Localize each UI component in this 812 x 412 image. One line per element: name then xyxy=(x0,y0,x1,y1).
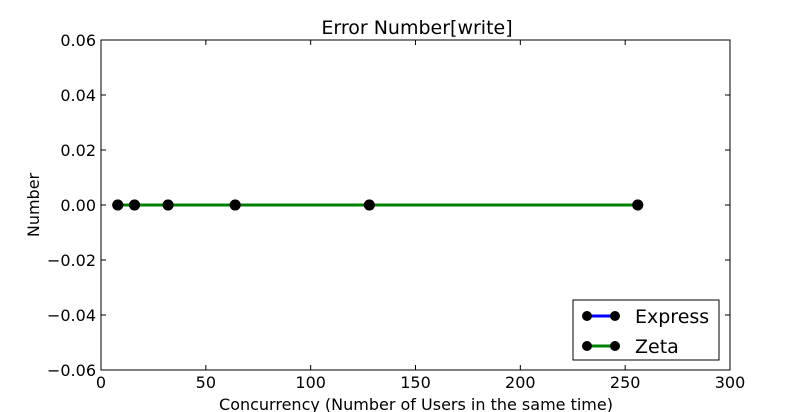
y-tick-label: 0.02 xyxy=(60,141,96,160)
y-tick-label: 0.00 xyxy=(60,196,96,215)
legend-label: Zeta xyxy=(635,336,679,358)
data-point xyxy=(112,199,124,211)
legend-marker xyxy=(582,311,592,321)
y-tick-label: −0.02 xyxy=(47,251,96,270)
x-tick-label: 0 xyxy=(96,373,106,392)
data-point xyxy=(632,199,644,211)
data-point xyxy=(229,199,241,211)
axis-ticks xyxy=(100,39,731,371)
legend-marker xyxy=(610,341,620,351)
legend-marker xyxy=(610,311,620,321)
x-tick-label: 250 xyxy=(610,373,641,392)
legend-label: Express xyxy=(635,306,709,328)
data-point xyxy=(363,199,375,211)
data-point xyxy=(129,199,141,211)
x-tick-label: 300 xyxy=(715,373,746,392)
y-tick-label: 0.04 xyxy=(60,86,96,105)
series-layer xyxy=(112,199,644,211)
x-tick-label: 200 xyxy=(505,373,536,392)
y-tick-label: 0.06 xyxy=(60,31,96,50)
legend-box xyxy=(572,299,720,361)
x-axis-title: Concurrency (Number of Users in the same… xyxy=(219,395,613,412)
legend: Express Zeta xyxy=(572,299,720,361)
data-point xyxy=(162,199,174,211)
y-tick-label: −0.06 xyxy=(47,361,96,380)
y-tick-label: −0.04 xyxy=(47,306,96,325)
y-axis-title: Number xyxy=(24,172,43,237)
x-tick-label: 100 xyxy=(295,373,326,392)
legend-marker xyxy=(582,341,592,351)
x-tick-label: 50 xyxy=(196,373,216,392)
x-tick-label: 150 xyxy=(400,373,431,392)
chart-title: Error Number[write] xyxy=(321,17,512,39)
axis-tick-labels: 0 50 100 150 200 250 300 −0.06 −0.04 −0.02 0.00 0.0… xyxy=(47,31,745,392)
